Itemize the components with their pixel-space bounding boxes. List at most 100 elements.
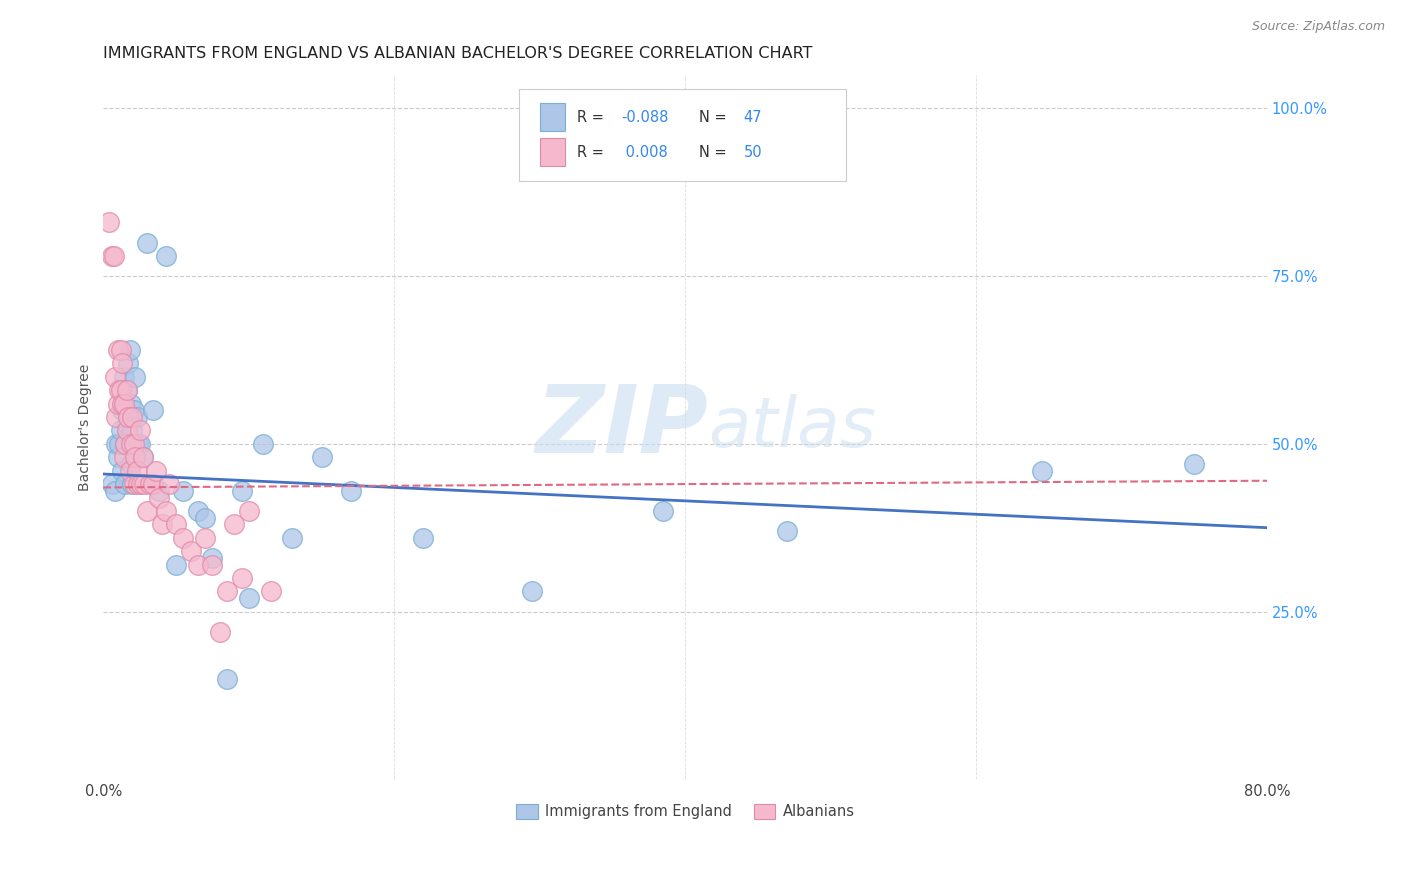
Point: [172, 483, 194, 498]
Point: [142, 477, 165, 491]
Point: [117, 410, 139, 425]
Text: 47: 47: [744, 110, 762, 125]
Point: [120, 437, 142, 451]
Point: [111, 403, 134, 417]
Point: [145, 464, 167, 478]
Point: [201, 558, 224, 572]
Point: [259, 584, 281, 599]
FancyBboxPatch shape: [519, 89, 846, 181]
Point: [121, 424, 143, 438]
Point: [412, 531, 434, 545]
Text: IMMIGRANTS FROM ENGLAND VS ALBANIAN BACHELOR'S DEGREE CORRELATION CHART: IMMIGRANTS FROM ENGLAND VS ALBANIAN BACH…: [104, 46, 813, 62]
Point: [139, 477, 162, 491]
Point: [114, 437, 136, 451]
Point: [215, 672, 238, 686]
Y-axis label: Bachelor's Degree: Bachelor's Degree: [79, 363, 93, 491]
Text: 50: 50: [744, 145, 762, 160]
Point: [311, 450, 333, 465]
Text: Source: ZipAtlas.com: Source: ZipAtlas.com: [1251, 20, 1385, 33]
Point: [231, 571, 253, 585]
Point: [165, 517, 187, 532]
Text: R =: R =: [576, 110, 609, 125]
Point: [115, 417, 138, 431]
Point: [128, 437, 150, 451]
Point: [121, 477, 143, 491]
Point: [194, 510, 217, 524]
Point: [118, 343, 141, 357]
Point: [194, 531, 217, 545]
Point: [107, 343, 129, 357]
Point: [115, 383, 138, 397]
Point: [142, 403, 165, 417]
Point: [110, 383, 132, 397]
Point: [108, 383, 131, 397]
Text: atlas: atlas: [709, 393, 876, 460]
Point: [115, 383, 138, 397]
Point: [208, 624, 231, 639]
Point: [157, 477, 180, 491]
Point: [128, 424, 150, 438]
Point: [105, 410, 128, 425]
Point: [131, 450, 153, 465]
Point: [522, 584, 544, 599]
Point: [110, 343, 132, 357]
Point: [112, 450, 135, 465]
Legend: Immigrants from England, Albanians: Immigrants from England, Albanians: [510, 797, 860, 825]
Text: R =: R =: [576, 145, 609, 160]
Point: [155, 249, 177, 263]
Point: [104, 369, 127, 384]
FancyBboxPatch shape: [540, 103, 565, 131]
Point: [131, 450, 153, 465]
Point: [115, 424, 138, 438]
Point: [1182, 457, 1205, 471]
Point: [107, 396, 129, 410]
Point: [101, 477, 124, 491]
Point: [776, 524, 799, 538]
Point: [652, 504, 675, 518]
Point: [114, 437, 136, 451]
Point: [124, 450, 146, 465]
Point: [148, 483, 170, 498]
Point: [125, 464, 148, 478]
Point: [103, 249, 125, 263]
Point: [111, 464, 134, 478]
Point: [127, 437, 149, 451]
Point: [118, 464, 141, 478]
Point: [108, 437, 131, 451]
Point: [215, 584, 238, 599]
Point: [155, 504, 177, 518]
Point: [125, 410, 148, 425]
FancyBboxPatch shape: [540, 138, 565, 167]
Point: [136, 504, 159, 518]
Point: [238, 591, 260, 606]
Point: [107, 450, 129, 465]
Point: [121, 410, 143, 425]
Point: [105, 437, 128, 451]
Point: [122, 403, 145, 417]
Point: [224, 517, 246, 532]
Point: [120, 396, 142, 410]
Point: [136, 235, 159, 250]
Point: [111, 356, 134, 370]
Point: [104, 483, 127, 498]
Point: [101, 249, 124, 263]
Point: [281, 531, 304, 545]
Point: [129, 477, 152, 491]
Point: [201, 550, 224, 565]
Text: N =: N =: [699, 110, 731, 125]
Point: [187, 504, 209, 518]
Point: [122, 437, 145, 451]
Point: [231, 483, 253, 498]
Point: [111, 396, 134, 410]
Point: [112, 396, 135, 410]
Point: [122, 477, 145, 491]
Point: [114, 477, 136, 491]
Point: [339, 483, 361, 498]
Text: ZIP: ZIP: [536, 381, 709, 473]
Point: [98, 215, 121, 229]
Point: [112, 369, 135, 384]
Point: [150, 517, 173, 532]
Text: -0.088: -0.088: [621, 110, 669, 125]
Point: [132, 477, 155, 491]
Point: [165, 558, 187, 572]
